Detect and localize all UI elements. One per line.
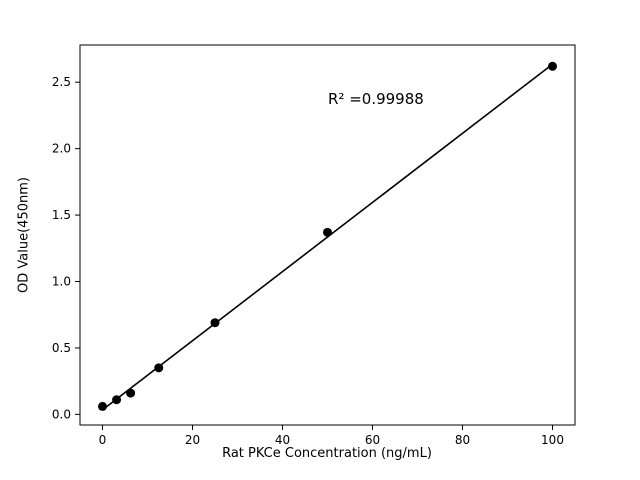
plot-border: [79, 44, 576, 426]
y-tick-label: 1.0: [52, 275, 71, 289]
data-point: [98, 401, 107, 411]
x-tick-label: 20: [185, 433, 200, 447]
y-tick-label: 0.5: [52, 341, 71, 355]
data-point: [323, 227, 332, 237]
y-tick-label: 0.0: [52, 407, 71, 421]
data-point: [154, 363, 164, 373]
data-point: [548, 61, 557, 71]
y-tick-label: 2.5: [52, 75, 71, 89]
x-tick-label: 100: [541, 433, 564, 447]
x-tick-label: 80: [455, 433, 470, 447]
x-axis-label: Rat PKCe Concentration (ng/mL): [222, 446, 432, 461]
y-tick-label: 1.5: [52, 208, 71, 222]
fit-line: [102, 63, 553, 411]
x-tick-label: 0: [99, 433, 107, 447]
data-point: [112, 395, 122, 405]
data-point: [210, 318, 220, 328]
r-squared-annotation: R² =0.99988: [328, 90, 424, 108]
y-axis-label: OD Value(450nm): [16, 177, 32, 293]
x-tick-label: 60: [365, 433, 380, 447]
y-tick-label: 2.0: [52, 142, 71, 156]
x-tick-label: 40: [275, 433, 290, 447]
data-point: [126, 388, 136, 398]
